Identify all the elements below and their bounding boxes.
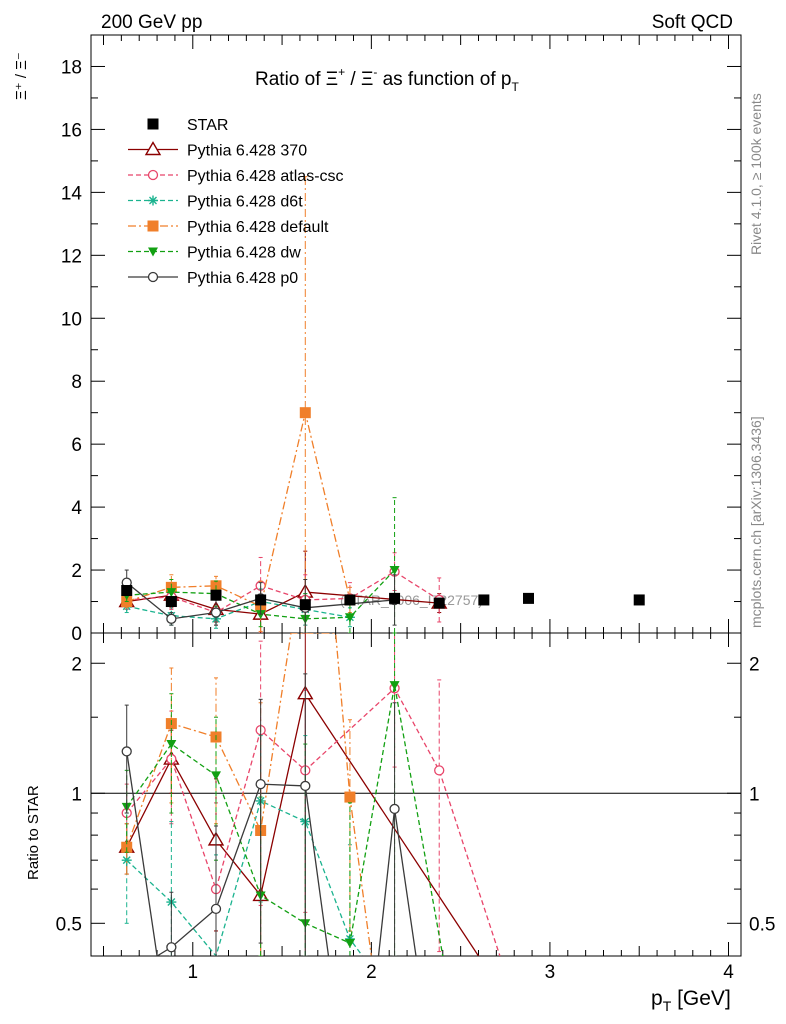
legend-entry: Pythia 6.428 dw — [128, 245, 301, 262]
legend-marker — [146, 143, 160, 155]
ratio-tick-label-left: 2 — [71, 654, 82, 675]
series-bottom-3 — [121, 633, 371, 956]
legend-entry: Pythia 6.428 370 — [128, 143, 307, 160]
data-point — [478, 594, 489, 605]
legend-marker — [148, 221, 159, 232]
data-point — [344, 594, 355, 605]
ratio-tick-label-right: 0.5 — [749, 914, 775, 935]
header-energy-label: 200 GeV pp — [101, 12, 202, 33]
bottom-frame — [91, 633, 741, 956]
y-tick-label: 16 — [61, 120, 82, 141]
series-top-3 — [122, 589, 355, 628]
x-tick-label: 4 — [723, 962, 734, 983]
data-point — [211, 771, 221, 780]
legend-entry: Pythia 6.428 default — [128, 219, 329, 236]
top-y-axis-label: Ξ⁺ / Ξ⁻ — [13, 52, 30, 100]
data-point — [166, 740, 176, 749]
y-tick-label: 6 — [71, 435, 82, 456]
side-rivet-label: Rivet 4.1.0, ≥ 100k events — [748, 93, 764, 255]
y-tick-label: 4 — [71, 498, 82, 519]
bottom-axis-ticks: 0.5 0.5 1 1 2 2 1 2 3 4 — [56, 633, 776, 983]
x-tick-label: 2 — [366, 962, 377, 983]
series-line — [127, 633, 372, 956]
title-sup1: + — [338, 65, 345, 79]
data-point — [255, 594, 266, 605]
legend-marker — [148, 119, 159, 130]
top-axis-ticks: 0 2 4 6 8 10 12 14 16 18 — [61, 35, 741, 645]
data-point — [301, 781, 310, 790]
y-tick-label: 0 — [71, 624, 82, 645]
y-tick-label: 10 — [61, 309, 82, 330]
legend-label: STAR — [187, 117, 228, 134]
legend-entry: STAR — [148, 117, 229, 134]
legend-marker — [148, 196, 158, 206]
data-point — [212, 904, 221, 913]
legend-entry: Pythia 6.428 d6t — [128, 194, 303, 211]
header-category-label: Soft QCD — [652, 12, 733, 33]
y-tick-label: 14 — [61, 183, 83, 204]
chart: 200 GeV pp Soft QCD Rivet 4.1.0, ≥ 100k … — [0, 0, 786, 1024]
legend-label: Pythia 6.428 dw — [187, 245, 301, 262]
data-point — [211, 590, 222, 601]
title-mid: / Ξ — [345, 69, 373, 90]
data-point — [390, 804, 399, 813]
x-tick-label: 1 — [187, 962, 198, 983]
top-chart-title: Ratio of Ξ+ / Ξ- as function of pT — [255, 65, 519, 94]
series-bottom-2 — [122, 736, 363, 956]
series-bottom-0 — [120, 633, 479, 956]
legend-entry: Pythia 6.428 atlas-csc — [128, 168, 344, 185]
data-point — [344, 792, 355, 803]
title-sub: T — [511, 80, 519, 94]
y-tick-label: 8 — [71, 372, 82, 393]
ratio-tick-label-right: 2 — [749, 654, 760, 675]
series-line — [127, 688, 500, 956]
data-point — [300, 599, 311, 610]
data-point — [389, 593, 400, 604]
y-tick-label: 12 — [61, 246, 82, 267]
data-point — [434, 598, 445, 609]
legend-label: Pythia 6.428 p0 — [187, 270, 298, 287]
data-point — [167, 943, 176, 952]
data-point — [256, 780, 265, 789]
series-line — [127, 413, 350, 607]
title-end: as function of p — [377, 69, 511, 90]
bottom-series-layer — [120, 633, 500, 956]
data-point — [634, 594, 645, 605]
side-mcplots-label: mcplots.cern.ch [arXiv:1306.3436] — [748, 416, 764, 628]
ratio-tick-label-right: 1 — [749, 784, 760, 805]
data-point — [167, 614, 176, 623]
legend-entry: Pythia 6.428 p0 — [128, 270, 298, 287]
data-point — [166, 596, 177, 607]
y-tick-label: 2 — [71, 561, 82, 582]
series-line — [127, 751, 416, 956]
legend-marker — [149, 171, 158, 180]
data-point — [435, 766, 444, 775]
bottom-y-axis-label: Ratio to STAR — [25, 785, 42, 880]
legend-label: Pythia 6.428 d6t — [187, 194, 303, 211]
y-tick-label: 18 — [61, 57, 82, 78]
legend-label: Pythia 6.428 370 — [187, 143, 307, 160]
data-point — [212, 608, 221, 617]
x-axis-label: pT [GeV] — [651, 987, 731, 1014]
data-point — [523, 593, 534, 604]
ratio-tick-label-left: 0.5 — [56, 914, 82, 935]
legend-label: Pythia 6.428 default — [187, 219, 329, 236]
ratio-tick-label-left: 1 — [71, 784, 82, 805]
legend-marker — [149, 273, 158, 282]
data-point — [122, 747, 131, 756]
x-tick-label: 3 — [545, 962, 556, 983]
data-point — [121, 585, 132, 596]
legend-label: Pythia 6.428 atlas-csc — [187, 168, 344, 185]
legend: STAR Pythia 6.428 370 Pythia 6.428 atlas-c… — [128, 117, 344, 287]
x-axis-label-unit: [GeV] — [671, 987, 731, 1010]
series-bottom-1 — [122, 633, 500, 956]
data-point — [300, 407, 311, 418]
